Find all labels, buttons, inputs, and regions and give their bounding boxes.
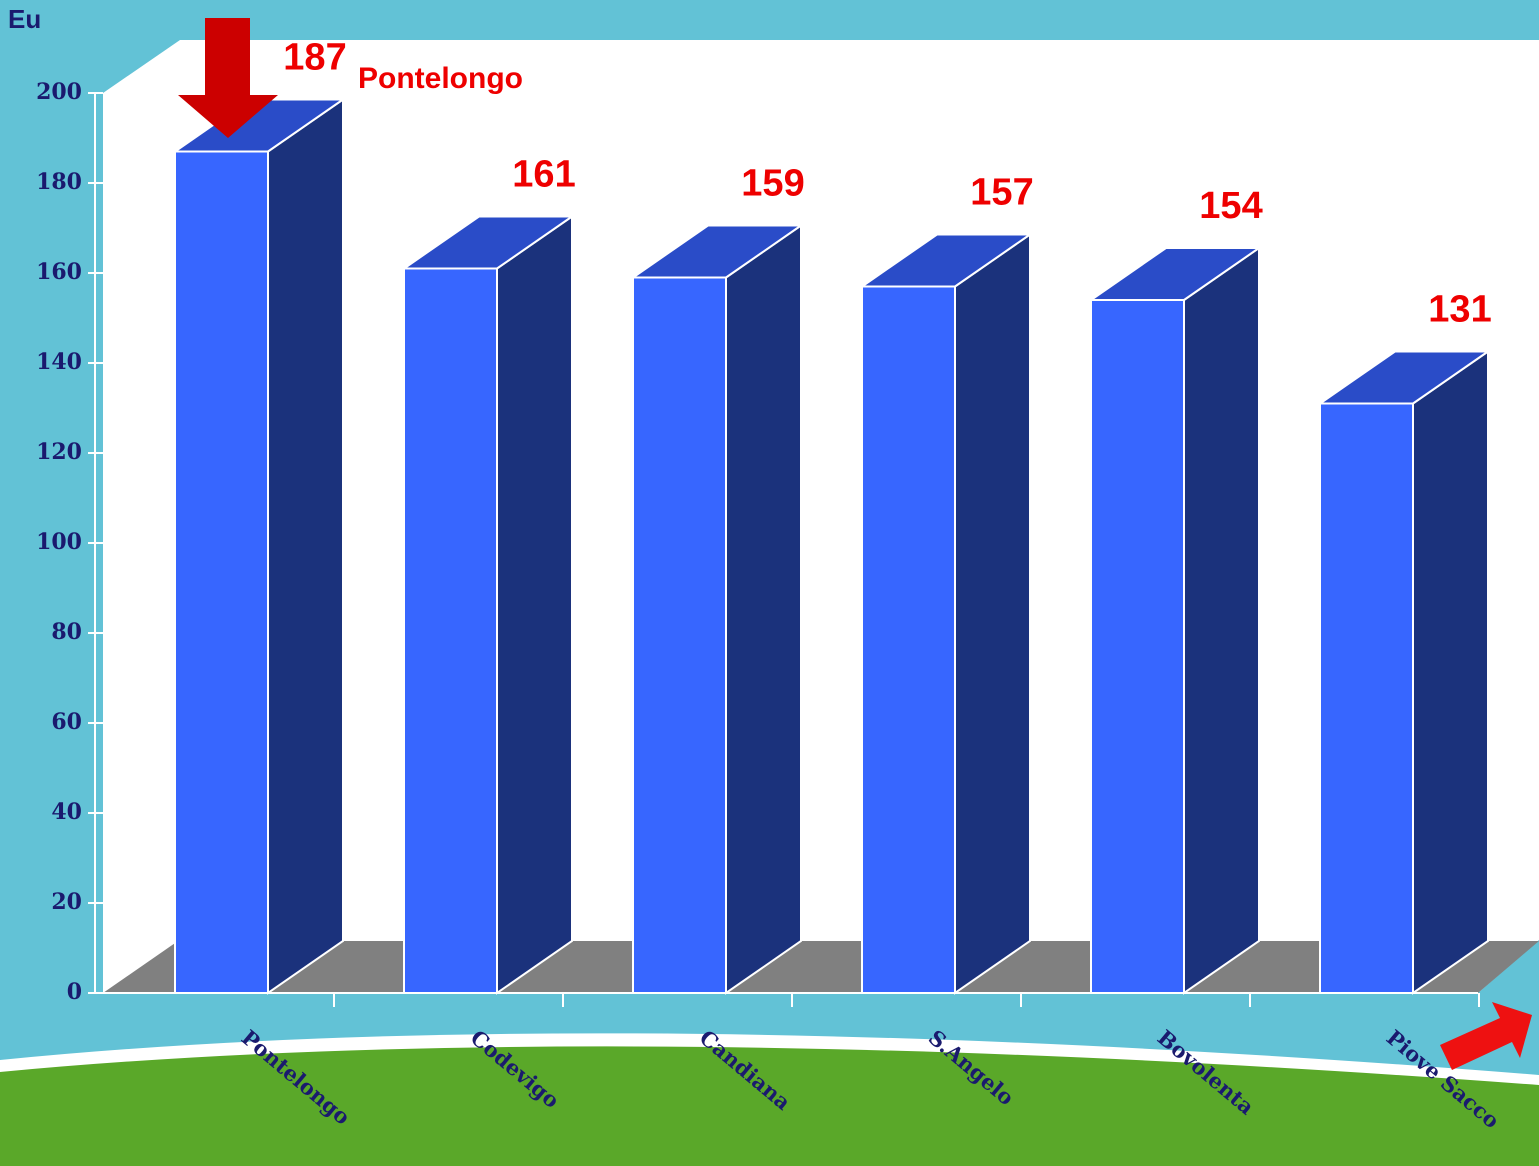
y-tick-label: 200 bbox=[36, 79, 82, 105]
y-axis-label: Eu bbox=[8, 4, 41, 34]
bar-side bbox=[267, 97, 344, 995]
y-tick-label: 120 bbox=[36, 439, 82, 465]
bar-side bbox=[1412, 349, 1489, 995]
value-label: 131 bbox=[1428, 289, 1491, 331]
bar-side bbox=[954, 232, 1031, 995]
bar bbox=[861, 285, 956, 994]
annotation: Pontelongo bbox=[358, 62, 523, 95]
bar bbox=[632, 276, 727, 994]
bar bbox=[174, 150, 269, 994]
y-tick-label: 100 bbox=[36, 529, 82, 555]
y-tick-label: 20 bbox=[51, 889, 82, 915]
value-label: 157 bbox=[970, 172, 1033, 214]
green-ground bbox=[0, 1046, 1539, 1166]
bar bbox=[1090, 299, 1185, 994]
y-tick-label: 160 bbox=[36, 259, 82, 285]
y-tick-label: 0 bbox=[67, 979, 82, 1005]
y-tick-label: 40 bbox=[51, 799, 82, 825]
value-label: 159 bbox=[741, 163, 804, 205]
y-tick-label: 180 bbox=[36, 169, 82, 195]
bar-side bbox=[725, 223, 802, 995]
bar-side bbox=[1183, 246, 1260, 995]
y-tick-label: 140 bbox=[36, 349, 82, 375]
value-label: 154 bbox=[1199, 185, 1262, 227]
value-label: 187 bbox=[283, 37, 346, 79]
bar-side bbox=[496, 214, 573, 995]
y-tick-label: 60 bbox=[51, 709, 82, 735]
bar bbox=[403, 267, 498, 994]
y-tick-label: 80 bbox=[51, 619, 82, 645]
next-arrow[interactable] bbox=[1440, 1002, 1532, 1070]
pointer-arrow bbox=[178, 18, 278, 138]
value-label: 161 bbox=[512, 154, 575, 196]
bar bbox=[1319, 402, 1414, 994]
